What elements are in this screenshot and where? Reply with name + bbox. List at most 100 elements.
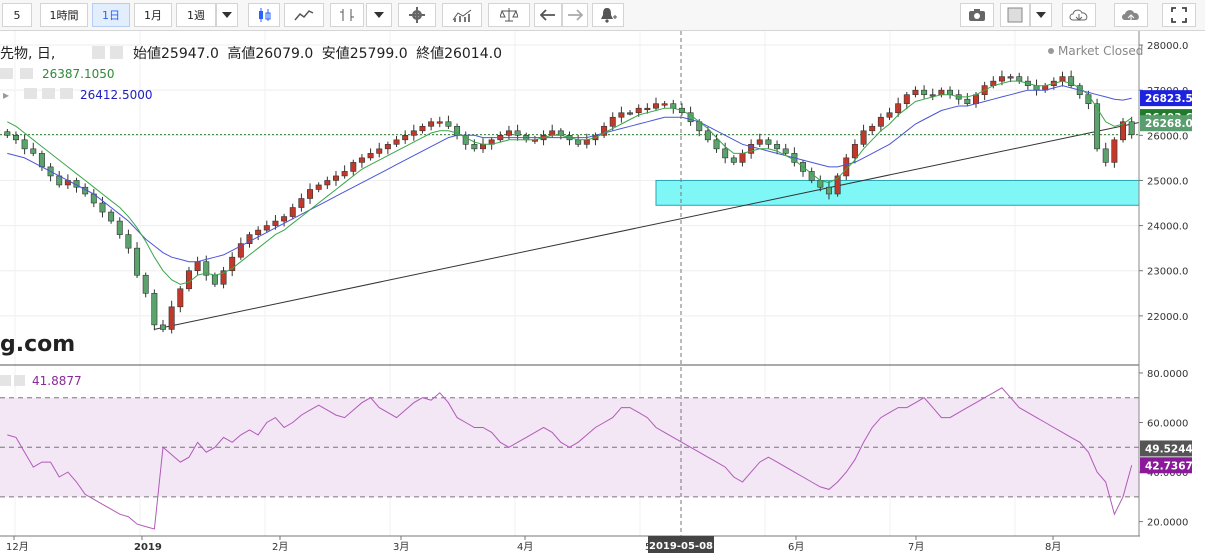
- candle: [428, 117, 435, 131]
- candle: [350, 159, 357, 176]
- candle-body: [471, 144, 478, 150]
- candle-body: [601, 125, 608, 136]
- candle: [756, 133, 763, 148]
- load-chart-button[interactable]: [1062, 3, 1096, 27]
- candle-body: [583, 139, 590, 145]
- trendline[interactable]: [154, 122, 1140, 330]
- candle: [678, 103, 685, 116]
- save-chart-button[interactable]: [1114, 3, 1148, 27]
- candle-body: [358, 157, 365, 163]
- candlestick-button[interactable]: [248, 3, 280, 27]
- candle: [358, 154, 365, 168]
- candle-body: [332, 175, 339, 181]
- candle: [220, 266, 227, 289]
- candle-body: [756, 139, 763, 145]
- interval-5-button[interactable]: 5: [2, 3, 32, 27]
- candle: [298, 193, 305, 212]
- price-tick-label: 24000.0: [1147, 222, 1188, 233]
- candle: [116, 217, 123, 239]
- price-badge-label: 26823.5: [1145, 93, 1193, 105]
- candle: [618, 106, 625, 123]
- screenshot-button[interactable]: [960, 3, 994, 27]
- candle: [869, 123, 876, 135]
- rsi-badge-bg: [1140, 457, 1192, 474]
- settings-button[interactable]: [398, 3, 436, 27]
- gear-icon[interactable]: [110, 46, 123, 59]
- gear-icon[interactable]: [0, 375, 11, 386]
- candle: [419, 123, 426, 134]
- candle-body: [825, 186, 832, 195]
- candle-body: [1094, 103, 1101, 150]
- rsi-badge-label: 49.5244: [1145, 443, 1193, 455]
- candle-body: [281, 216, 288, 222]
- price-badge-bg: [1140, 115, 1192, 132]
- candle: [177, 286, 184, 313]
- candle-body: [307, 189, 314, 199]
- interval-1h-button[interactable]: 1時間: [40, 3, 88, 27]
- bar-chart-button[interactable]: [330, 3, 364, 27]
- candle-body: [272, 220, 279, 226]
- color-dropdown-button[interactable]: [1030, 3, 1052, 27]
- candle-body: [168, 306, 175, 330]
- interval-1d-button[interactable]: 1日: [92, 3, 130, 27]
- candle-body: [255, 229, 262, 235]
- support-zone[interactable]: [655, 179, 1140, 206]
- candle: [877, 113, 884, 132]
- time-axis[interactable]: 12月20192月3月4月56月7月8月: [6, 536, 1061, 553]
- compare-button[interactable]: [488, 3, 530, 27]
- price-badges: 26823.526403.626268.0: [1140, 90, 1193, 132]
- bar-chart-icon: [340, 9, 354, 21]
- candle: [1016, 72, 1023, 84]
- candle-body: [627, 112, 634, 115]
- eye-icon[interactable]: [92, 46, 105, 59]
- candle-body: [402, 135, 409, 141]
- time-tick-label: 8月: [1045, 541, 1061, 553]
- interval-1m-button[interactable]: 1月: [134, 3, 172, 27]
- candle: [168, 300, 175, 334]
- rsi-line: [7, 387, 1133, 530]
- candle: [1111, 137, 1118, 168]
- candle: [255, 226, 262, 241]
- candle: [21, 134, 28, 155]
- redo-button[interactable]: [562, 3, 588, 27]
- rsi-badges: 49.5244 42.7367: [1140, 440, 1193, 474]
- close-icon[interactable]: [14, 375, 25, 386]
- candle: [12, 131, 19, 144]
- candle: [436, 116, 443, 128]
- time-tick-label: 12月: [6, 541, 29, 553]
- time-tick-label: 2月: [272, 541, 288, 553]
- gear-icon[interactable]: [42, 88, 55, 99]
- color-picker-button[interactable]: [1000, 3, 1030, 27]
- high-value: 26079.0: [255, 46, 313, 62]
- candle-body: [211, 274, 218, 285]
- eye-icon[interactable]: [24, 88, 37, 99]
- candle: [56, 170, 63, 188]
- close-icon[interactable]: [60, 88, 73, 99]
- candle: [929, 88, 936, 101]
- price-chart[interactable]: 28000.027000.026000.025000.024000.023000…: [0, 31, 1205, 556]
- price-tick-label: 22000.0: [1147, 312, 1188, 323]
- candle-body: [384, 144, 391, 150]
- fullscreen-button[interactable]: [1162, 3, 1196, 27]
- candle: [886, 107, 893, 120]
- candle: [1094, 98, 1101, 152]
- chart-type-dropdown-button[interactable]: [366, 3, 392, 27]
- interval-1w-button[interactable]: 1週: [176, 3, 216, 27]
- candle: [1033, 79, 1040, 96]
- interval-dropdown-button[interactable]: [216, 3, 238, 27]
- market-status: Market Closed: [1058, 44, 1143, 58]
- candle: [774, 140, 781, 155]
- line-chart-button[interactable]: [284, 3, 324, 27]
- indicators-button[interactable]: [442, 3, 482, 27]
- candle: [912, 86, 919, 98]
- candle-body: [929, 94, 936, 97]
- eye-icon[interactable]: [0, 68, 13, 79]
- candle-body: [774, 144, 781, 150]
- candle: [108, 209, 115, 224]
- collapse-icon[interactable]: ▸: [3, 88, 9, 102]
- candle-body: [1102, 148, 1109, 163]
- alert-button[interactable]: [592, 3, 624, 27]
- candle: [1068, 70, 1075, 89]
- undo-button[interactable]: [534, 3, 562, 27]
- close-icon[interactable]: [20, 68, 33, 79]
